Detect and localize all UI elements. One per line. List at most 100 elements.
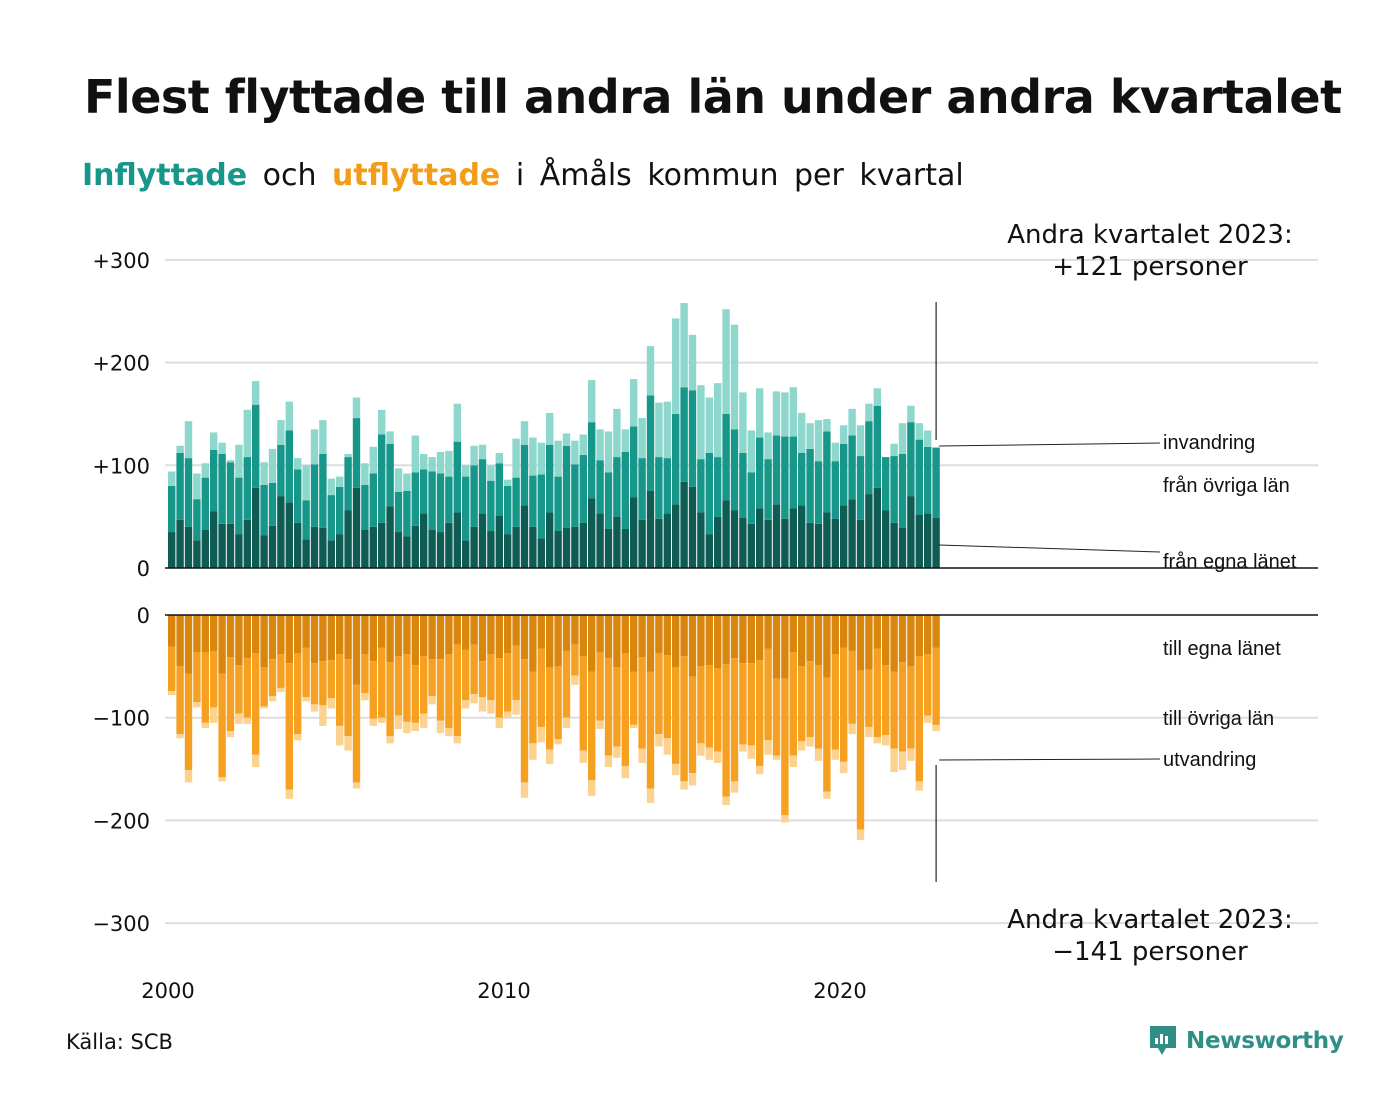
bar-out-ovriga-lan: [621, 652, 629, 766]
bar-in-ovriga-lan: [310, 464, 319, 527]
bar-out-utvandring: [915, 781, 923, 791]
bar-in-egna-lanet: [487, 531, 495, 568]
bar-in-ovriga-lan: [512, 477, 520, 527]
bar-out-egna-lanet: [512, 615, 520, 646]
bar-out-egna-lanet: [243, 615, 251, 659]
bar-in-ovriga-lan: [470, 465, 478, 527]
bar-in-egna-lanet: [873, 487, 881, 568]
bar-in-invandring: [453, 403, 461, 442]
bar-out-utvandring: [596, 720, 604, 729]
label-leader-invandring: [939, 442, 1161, 447]
bar-in-ovriga-lan: [218, 454, 226, 524]
bar-out-utvandring: [252, 754, 260, 767]
bar-out-utvandring: [529, 743, 537, 760]
bar-in-egna-lanet: [386, 506, 394, 568]
bar-in-ovriga-lan: [495, 463, 503, 516]
bar-in-ovriga-lan: [630, 426, 638, 498]
bar-out-ovriga-lan: [554, 666, 562, 740]
bar-out-egna-lanet: [756, 615, 764, 661]
bar-in-invandring: [277, 420, 285, 445]
bar-out-utvandring: [302, 697, 310, 702]
inflow-bars: [168, 303, 940, 568]
bar-in-egna-lanet: [218, 523, 226, 568]
bar-out-egna-lanet: [436, 615, 445, 660]
bar-out-egna-lanet: [168, 615, 176, 647]
bar-out-ovriga-lan: [361, 654, 369, 694]
series-label-in: invandring: [1163, 432, 1255, 454]
bar-out-utvandring: [226, 731, 235, 738]
annotation-top-line2: +121 personer: [1052, 252, 1248, 282]
bar-out-utvandring: [613, 746, 621, 758]
bar-in-invandring: [772, 391, 781, 436]
bar-in-egna-lanet: [344, 510, 352, 568]
bar-out-utvandring: [747, 745, 755, 759]
bar-in-ovriga-lan: [588, 422, 596, 499]
bar-in-egna-lanet: [294, 522, 302, 568]
bar-in-invandring: [739, 392, 747, 453]
bar-out-egna-lanet: [487, 615, 495, 655]
bar-out-ovriga-lan: [739, 663, 747, 745]
bar-out-ovriga-lan: [907, 666, 915, 749]
bar-in-invandring: [579, 434, 587, 456]
bar-out-utvandring: [453, 736, 461, 744]
bar-out-ovriga-lan: [302, 647, 310, 698]
bar-out-egna-lanet: [638, 615, 646, 658]
bar-out-egna-lanet: [478, 615, 487, 662]
bar-out-egna-lanet: [596, 615, 604, 652]
bar-in-egna-lanet: [268, 525, 277, 568]
bar-in-ovriga-lan: [722, 413, 730, 501]
bar-in-invandring: [705, 397, 713, 453]
bar-in-egna-lanet: [235, 534, 243, 568]
y-tick-label-top: 0: [137, 557, 150, 581]
bar-out-utvandring: [243, 717, 251, 724]
bar-out-utvandring: [176, 734, 184, 739]
bar-in-egna-lanet: [453, 512, 461, 568]
bar-in-egna-lanet: [252, 487, 260, 568]
bar-in-egna-lanet: [831, 518, 839, 568]
bar-in-egna-lanet: [285, 502, 293, 568]
bar-in-ovriga-lan: [403, 490, 411, 537]
bar-in-ovriga-lan: [436, 473, 445, 533]
bar-in-egna-lanet: [562, 527, 571, 568]
bar-in-egna-lanet: [705, 534, 713, 568]
bar-out-utvandring: [512, 700, 520, 715]
bar-in-invandring: [764, 432, 772, 460]
bar-in-egna-lanet: [604, 528, 613, 568]
bar-out-ovriga-lan: [890, 671, 898, 749]
bar-out-utvandring: [562, 717, 571, 728]
bar-out-ovriga-lan: [462, 649, 470, 701]
bar-in-ovriga-lan: [932, 447, 940, 518]
bar-in-ovriga-lan: [680, 387, 688, 482]
bar-out-ovriga-lan: [806, 661, 814, 738]
bar-in-invandring: [546, 412, 554, 445]
bar-in-invandring: [504, 479, 512, 486]
bar-in-ovriga-lan: [268, 482, 277, 526]
bar-out-ovriga-lan: [596, 651, 604, 721]
bar-out-utvandring: [882, 735, 890, 746]
bar-in-ovriga-lan: [655, 457, 663, 519]
bar-out-utvandring: [520, 782, 529, 798]
bar-out-utvandring: [848, 723, 856, 735]
bar-in-egna-lanet: [184, 526, 193, 568]
bar-in-egna-lanet: [546, 512, 554, 568]
bar-in-ovriga-lan: [319, 454, 327, 528]
bar-out-egna-lanet: [739, 615, 747, 664]
bar-in-invandring: [932, 446, 940, 448]
newsworthy-logo-icon: [1150, 1026, 1176, 1055]
bar-in-invandring: [554, 440, 562, 477]
bar-in-ovriga-lan: [856, 456, 865, 520]
bar-in-egna-lanet: [823, 512, 831, 568]
bar-in-egna-lanet: [260, 535, 268, 568]
bar-in-ovriga-lan: [420, 469, 428, 514]
bar-out-egna-lanet: [310, 615, 319, 664]
bar-out-egna-lanet: [285, 615, 293, 664]
bar-out-ovriga-lan: [218, 673, 226, 778]
bar-in-egna-lanet: [882, 510, 890, 568]
bar-out-utvandring: [436, 720, 445, 734]
bar-in-ovriga-lan: [453, 441, 461, 513]
bar-out-utvandring: [663, 738, 671, 755]
bar-out-ovriga-lan: [562, 650, 571, 718]
bar-in-ovriga-lan: [226, 462, 235, 524]
bar-out-ovriga-lan: [546, 667, 554, 750]
bar-in-ovriga-lan: [697, 459, 705, 513]
